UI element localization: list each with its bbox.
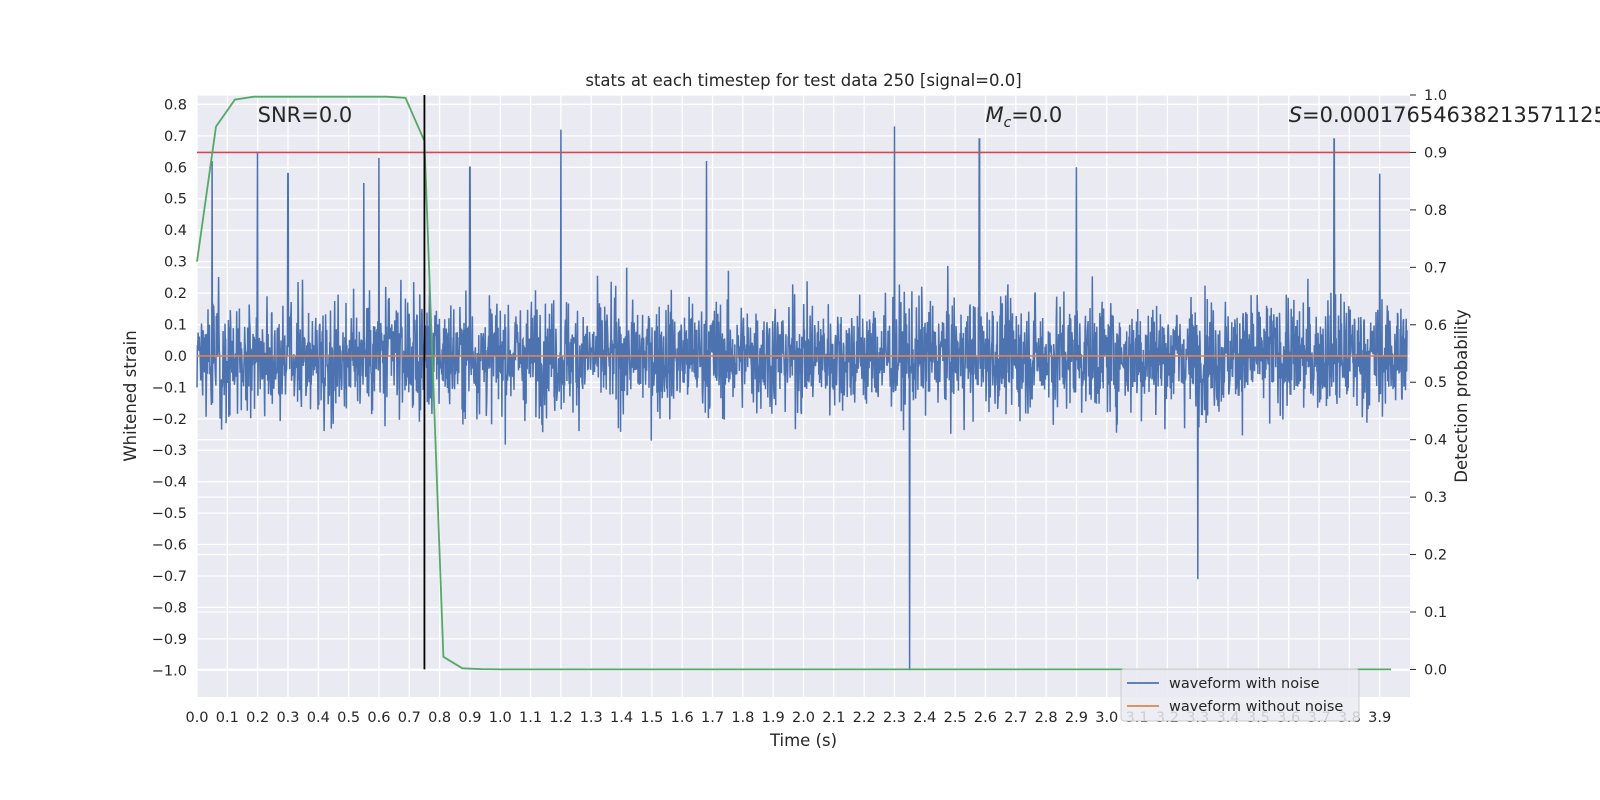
y-tick-label: −0.9 <box>152 632 187 648</box>
y-tick-label: −0.1 <box>152 380 187 396</box>
x-tick-label: 1.7 <box>701 710 724 726</box>
noise-line <box>196 126 1408 671</box>
y2-tick-label: 0.9 <box>1424 145 1447 161</box>
y-tick-label: 0.3 <box>164 255 187 271</box>
y-tick-label: 0.7 <box>164 129 187 145</box>
x-tick-label: 1.1 <box>519 710 542 726</box>
y-tick-label: 0.6 <box>164 160 187 176</box>
x-tick-label: 1.8 <box>731 710 754 726</box>
x-tick-label: 2.0 <box>792 710 815 726</box>
y2-tick-label: 0.7 <box>1424 260 1447 276</box>
x-tick-label: 2.1 <box>822 710 845 726</box>
x-tick-label: 2.5 <box>944 710 967 726</box>
mc-subscript: c <box>1004 115 1012 131</box>
y-tick-label: −0.2 <box>152 412 187 428</box>
mc-annotation: Mc=0.0 <box>985 103 1062 131</box>
x-tick-label: 1.2 <box>549 710 572 726</box>
x-tick-label: 0.9 <box>458 710 481 726</box>
x-tick-label: 2.8 <box>1035 710 1058 726</box>
x-tick-label: 0.8 <box>428 710 451 726</box>
y-axis-label: Whitened strain <box>121 330 140 461</box>
y-tick-label: 0.4 <box>164 223 187 239</box>
x-tick-label: 2.7 <box>1004 710 1027 726</box>
y-tick-label: 0.8 <box>164 97 187 113</box>
s-annotation: S=0.00017654638213571125 <box>1289 103 1600 127</box>
series-waveform-with-noise <box>196 126 1408 671</box>
x-tick-label: 1.5 <box>640 710 663 726</box>
y-tick-label: 0.1 <box>164 317 187 333</box>
x-tick-label: 0.5 <box>337 710 360 726</box>
x-tick-label: 1.3 <box>580 710 603 726</box>
y2-tick-label: 0.4 <box>1424 433 1447 449</box>
x-tick-label: 0.6 <box>367 710 390 726</box>
y-tick-label: −0.7 <box>152 569 187 585</box>
x-tick-label: 0.1 <box>216 710 239 726</box>
y2-tick-label: 0.1 <box>1424 605 1447 621</box>
y-tick-label: −0.4 <box>152 475 187 491</box>
x-tick-label: 2.3 <box>883 710 906 726</box>
y-tick-label: 0.5 <box>164 192 187 208</box>
y2-axis-label: Detection probability <box>1452 309 1471 483</box>
y-tick-label: −0.8 <box>152 600 187 616</box>
y2-tick-label: 0.2 <box>1424 548 1447 564</box>
x-tick-label: 1.0 <box>489 710 512 726</box>
y2-tick-label: 0.6 <box>1424 318 1447 334</box>
y2-tick-label: 0.0 <box>1424 662 1447 678</box>
legend: waveform with noise waveform without nois… <box>1120 668 1360 722</box>
x-tick-label: 1.6 <box>671 710 694 726</box>
legend-label: waveform with noise <box>1169 676 1320 692</box>
x-tick-label: 0.4 <box>307 710 330 726</box>
x-tick-label: 1.9 <box>762 710 785 726</box>
y-tick-label: −0.5 <box>152 506 187 522</box>
y2-tick-label: 0.3 <box>1424 490 1447 506</box>
x-tick-label: 0.2 <box>246 710 269 726</box>
mc-value: =0.0 <box>1011 103 1062 127</box>
x-tick-label: 0.7 <box>398 710 421 726</box>
series-detection-probability <box>196 95 1391 671</box>
y2-tick-label: 0.5 <box>1424 375 1447 391</box>
y-axis-ticks: 0.8 0.7 0.6 0.5 0.4 0.3 0.2 0.1 0.0 −0.1 −0.2 −0.3 −… <box>152 97 187 679</box>
probability-line <box>196 95 1391 671</box>
x-tick-label: 2.6 <box>974 710 997 726</box>
x-tick-label: 3.0 <box>1095 710 1118 726</box>
s-value: =0.00017654638213571125 <box>1302 103 1600 127</box>
mc-symbol: M <box>985 103 1003 127</box>
x-axis-label: Time (s) <box>769 731 837 750</box>
y2-tick-label: 1.0 <box>1424 88 1447 104</box>
y-tick-label: −0.3 <box>152 443 187 459</box>
x-tick-label: 3.9 <box>1368 710 1391 726</box>
x-tick-label: 2.4 <box>913 710 936 726</box>
y-tick-label: 0.2 <box>164 286 187 302</box>
x-tick-label: 2.2 <box>853 710 876 726</box>
legend-label: waveform without noise <box>1169 699 1343 715</box>
y-tick-label: 0.0 <box>164 349 187 365</box>
x-tick-label: 0.3 <box>276 710 299 726</box>
x-tick-label: 2.9 <box>1065 710 1088 726</box>
x-tick-label: 1.4 <box>610 710 633 726</box>
y-tick-label: −1.0 <box>152 663 187 679</box>
y2-tick-label: 0.8 <box>1424 203 1447 219</box>
x-tick-label: 0.0 <box>185 710 208 726</box>
s-symbol: S <box>1289 103 1302 127</box>
snr-annotation: SNR=0.0 <box>258 103 353 127</box>
chart-title: stats at each timestep for test data 250… <box>585 71 1021 90</box>
y-tick-label: −0.6 <box>152 538 187 554</box>
legend-box <box>1120 668 1360 722</box>
y2-axis-ticks: 1.0 0.9 0.8 0.7 0.6 0.5 0.4 0.3 0.2 0.1 0.0 <box>1410 88 1447 678</box>
